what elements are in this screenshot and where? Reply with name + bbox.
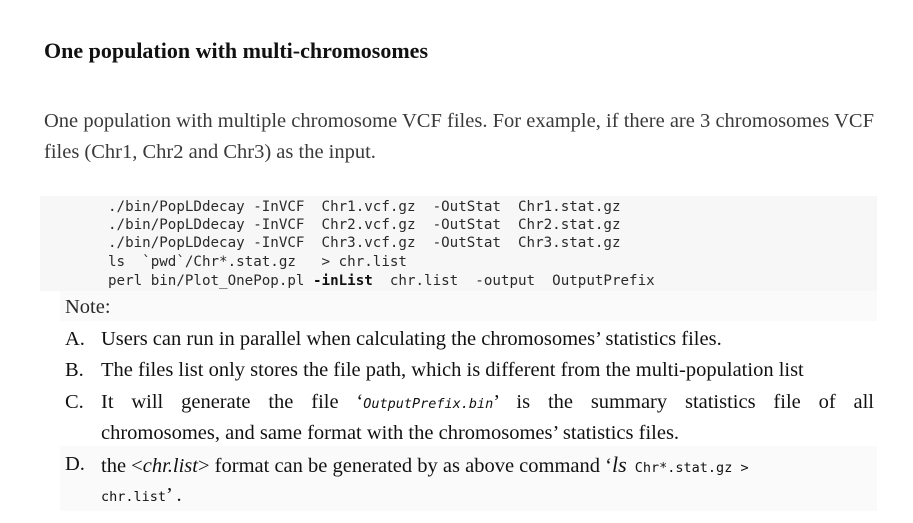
note-d-pre: the < [101, 455, 143, 477]
note-letter-a: A. [65, 328, 85, 350]
note-text-c-line2: chromosomes, and same format with the ch… [101, 422, 680, 444]
note-background [60, 291, 877, 321]
note-background-2 [60, 446, 877, 511]
note-d-italic: chr.list [142, 455, 198, 477]
note-letter-c: C. [65, 391, 84, 413]
section-heading: One population with multi-chromosomes [44, 38, 429, 63]
note-d-end: ’ . [166, 484, 182, 506]
code-line-2: ./bin/PopLDdecay -InVCF Chr2.vcf.gz -Out… [108, 217, 621, 233]
note-text-d-line1: the <chr.list> format can be generated b… [101, 449, 874, 484]
code-line-5-suffix: chr.list -output OutputPrefix [372, 273, 655, 289]
note-d-line2: chr.list [101, 489, 167, 505]
note-text-d-line2: chr.list’ . [101, 480, 874, 513]
note-letter-d: D. [65, 453, 85, 475]
note-c-post: ’ is the summary statistics file of all [493, 391, 874, 413]
code-line-5-prefix: perl bin/Plot_OnePop.pl [108, 273, 313, 289]
note-c-file: OutputPrefix.bin [363, 396, 494, 412]
note-d-cmd-ls: ls [611, 452, 627, 477]
intro-paragraph: One population with multiple chromosome … [44, 110, 874, 163]
note-letter-b: B. [65, 359, 84, 381]
note-text-a: Users can run in parallel when calculati… [101, 328, 722, 350]
code-block: ./bin/PopLDdecay -InVCF Chr1.vcf.gz -Out… [40, 196, 877, 291]
code-line-5: perl bin/Plot_OnePop.pl -inList chr.list… [108, 272, 655, 290]
code-line-4: ls `pwd`/Chr*.stat.gz > chr.list [108, 254, 407, 270]
note-text-c-line1: It will generate the file ‘OutputPrefix.… [101, 387, 874, 420]
code-line-5-flag: -inList [313, 273, 373, 289]
note-text-b: The files list only stores the file path… [101, 359, 804, 381]
note-d-mid: > format can be generated by as above co… [197, 455, 612, 477]
note-d-cmd-rest: Chr*.stat.gz > [626, 460, 749, 476]
note-title: Note: [65, 296, 111, 318]
code-line-1: ./bin/PopLDdecay -InVCF Chr1.vcf.gz -Out… [108, 199, 621, 215]
code-line-3: ./bin/PopLDdecay -InVCF Chr3.vcf.gz -Out… [108, 235, 621, 251]
note-c-pre: It will generate the file ‘ [101, 391, 364, 413]
